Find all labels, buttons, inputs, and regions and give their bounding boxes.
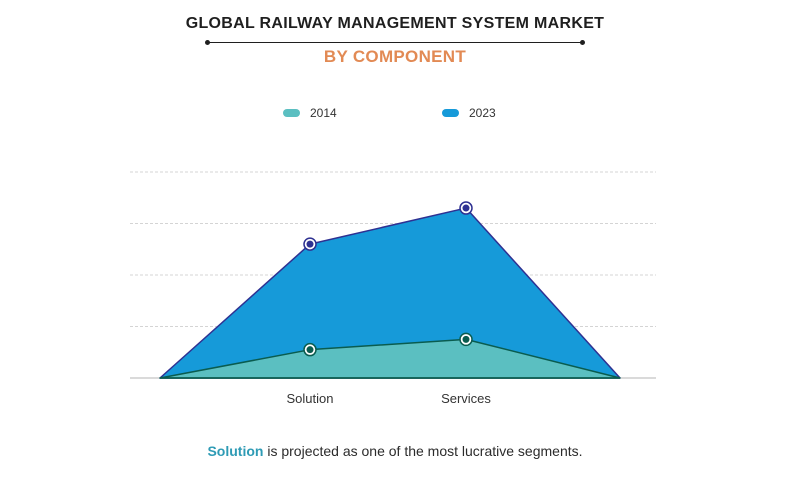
legend-swatch-2023 xyxy=(442,109,459,117)
legend: 2014 2023 xyxy=(0,106,790,122)
legend-label-2014: 2014 xyxy=(310,106,337,120)
footer-text: is projected as one of the most lucrativ… xyxy=(263,443,583,459)
divider-dot-right xyxy=(580,40,585,45)
legend-item-2023: 2023 xyxy=(442,106,496,120)
legend-item-2014: 2014 xyxy=(283,106,337,120)
divider-dot-left xyxy=(205,40,210,45)
legend-label-2023: 2023 xyxy=(469,106,496,120)
legend-swatch-2014 xyxy=(283,109,300,117)
point-2023-Services xyxy=(462,204,470,212)
chart-title: GLOBAL RAILWAY MANAGEMENT SYSTEM MARKET xyxy=(185,15,605,32)
point-2014-Services xyxy=(462,335,470,343)
footer-highlight: Solution xyxy=(207,443,264,459)
x-tick-label: Solution xyxy=(287,391,334,406)
x-tick-label: Services xyxy=(441,391,491,406)
chart-subtitle: BY COMPONENT xyxy=(323,47,467,66)
point-2014-Solution xyxy=(306,346,314,354)
footer-note: Solution is projected as one of the most… xyxy=(0,443,790,459)
title-divider xyxy=(205,40,585,45)
point-2023-Solution xyxy=(306,240,314,248)
